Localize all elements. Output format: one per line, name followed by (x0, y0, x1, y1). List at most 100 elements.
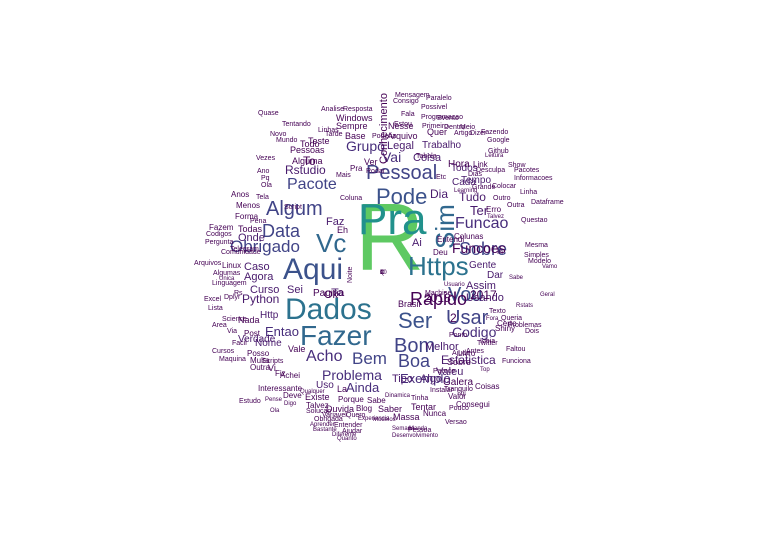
cloud-word: Dia (430, 187, 449, 201)
cloud-word: In (497, 249, 503, 256)
cloud-word: 1 (380, 270, 384, 276)
cloud-word: Grupo (346, 138, 385, 154)
cloud-word: Instalar (430, 387, 453, 394)
cloud-word: Linux (222, 261, 242, 270)
cloud-word: Certo (497, 319, 517, 328)
cloud-word: Ola (261, 182, 272, 189)
cloud-word: Funciona (502, 358, 531, 365)
cloud-word: Dados (285, 293, 372, 326)
cloud-word: Linha (520, 189, 538, 196)
cloud-word: Twitter (477, 340, 498, 347)
cloud-word: Teste (308, 136, 330, 146)
cloud-word: Faltou (506, 346, 526, 353)
cloud-word: Posso (247, 349, 270, 358)
cloud-word: Valeu (436, 366, 464, 378)
cloud-word: Poderia (372, 133, 397, 140)
cloud-word: Bom (394, 335, 436, 357)
cloud-word: Vezes (256, 155, 276, 162)
cloud-word: Resposta (343, 106, 373, 113)
cloud-word: Experiencia (358, 416, 390, 422)
cloud-word: Show (508, 162, 526, 169)
cloud-word: Nome (255, 338, 282, 349)
cloud-word: Ajuda (452, 350, 470, 357)
cloud-word: Entendi (437, 235, 465, 244)
cloud-word: Diferente (332, 432, 357, 438)
cloud-word: Acho (306, 348, 343, 365)
cloud-word: Link (473, 160, 488, 169)
cloud-word: 3 (380, 270, 384, 276)
cloud-word: Multa (250, 356, 270, 365)
cloud-word: Grande (472, 184, 496, 191)
cloud-word: Excel (204, 296, 222, 303)
cloud-word: Consigo (393, 98, 419, 105)
cloud-word: Galera (443, 377, 474, 388)
cloud-word: Saber (378, 404, 403, 414)
cloud-word: Colocar (492, 183, 517, 190)
cloud-word: Fazem (209, 223, 234, 232)
cloud-word: Entao (265, 324, 299, 339)
cloud-word: Fora (486, 316, 499, 322)
cloud-word: Texto (489, 308, 506, 315)
cloud-word: Pouco (449, 405, 469, 412)
cloud-word: 2017 (470, 288, 497, 302)
cloud-word: Desculpa (476, 167, 506, 174)
cloud-word: Area (212, 322, 227, 329)
cloud-word: Menos (236, 201, 261, 210)
cloud-word: Noite (347, 266, 354, 284)
cloud-word: Pra (358, 195, 427, 244)
cloud-word: Interessante (258, 384, 303, 393)
cloud-word: Q (380, 270, 385, 276)
cloud-word: Nada (238, 315, 260, 325)
cloud-word: Eh (337, 225, 349, 235)
cloud-word: Talvez (306, 401, 329, 410)
cloud-word: Linhas (318, 127, 339, 134)
cloud-word: Base (345, 131, 366, 141)
cloud-word: Achei (280, 371, 301, 380)
cloud-word: Data (262, 221, 301, 241)
cloud-word: Questao (521, 217, 548, 224)
cloud-word: Ajudar (342, 428, 363, 435)
cloud-word: Sei (287, 284, 303, 296)
cloud-word: Mundo (276, 137, 298, 144)
cloud-word: Existe (305, 392, 330, 402)
cloud-word: Coluna (340, 195, 363, 202)
cloud-word: Funcoes (452, 240, 506, 256)
cloud-word: Tipo (392, 373, 413, 385)
cloud-word: Dentro (444, 124, 466, 131)
cloud-word: Dizer (470, 130, 487, 137)
cloud-word: Blog (356, 404, 373, 413)
cloud-word: Leitura (485, 153, 504, 159)
cloud-word: Programacao (421, 114, 464, 121)
cloud-word: Ser (398, 308, 433, 333)
cloud-word: Estou (394, 121, 412, 128)
cloud-word: Modelos (373, 417, 396, 423)
cloud-word: Mensagem (395, 92, 430, 99)
cloud-word: Rstudio (285, 163, 326, 177)
cloud-word: Sobre (447, 357, 472, 367)
cloud-word: Algum (266, 198, 323, 220)
cloud-word: Trabalho (422, 140, 462, 151)
cloud-word: Paralelo (426, 95, 452, 102)
cloud-word: Tentar (411, 402, 437, 412)
cloud-word: Post (244, 329, 261, 338)
cloud-word: Nesse (388, 121, 414, 131)
cloud-word: Erro (486, 205, 502, 214)
cloud-word: Sempre (336, 121, 368, 131)
cloud-word: Quase (258, 110, 279, 117)
cloud-word: Tentando (282, 121, 311, 128)
cloud-word: Geral (540, 292, 555, 298)
cloud-word: Conhecimento (378, 92, 390, 164)
cloud-word: Vamo (542, 264, 558, 270)
cloud-word: Artigo (454, 130, 473, 137)
cloud-word: Brasil (398, 299, 421, 309)
cloud-word: Pena (250, 218, 267, 225)
cloud-word: Telegram (230, 246, 259, 253)
cloud-word: Rstats (516, 303, 534, 309)
cloud-word: Assim (466, 280, 496, 292)
cloud-word: Consegui (456, 400, 490, 409)
cloud-word: Sql (457, 391, 466, 397)
cloud-word: Dinamica (385, 393, 411, 399)
cloud-word: 2018 (424, 291, 451, 305)
cloud-word: Quero (346, 412, 366, 419)
